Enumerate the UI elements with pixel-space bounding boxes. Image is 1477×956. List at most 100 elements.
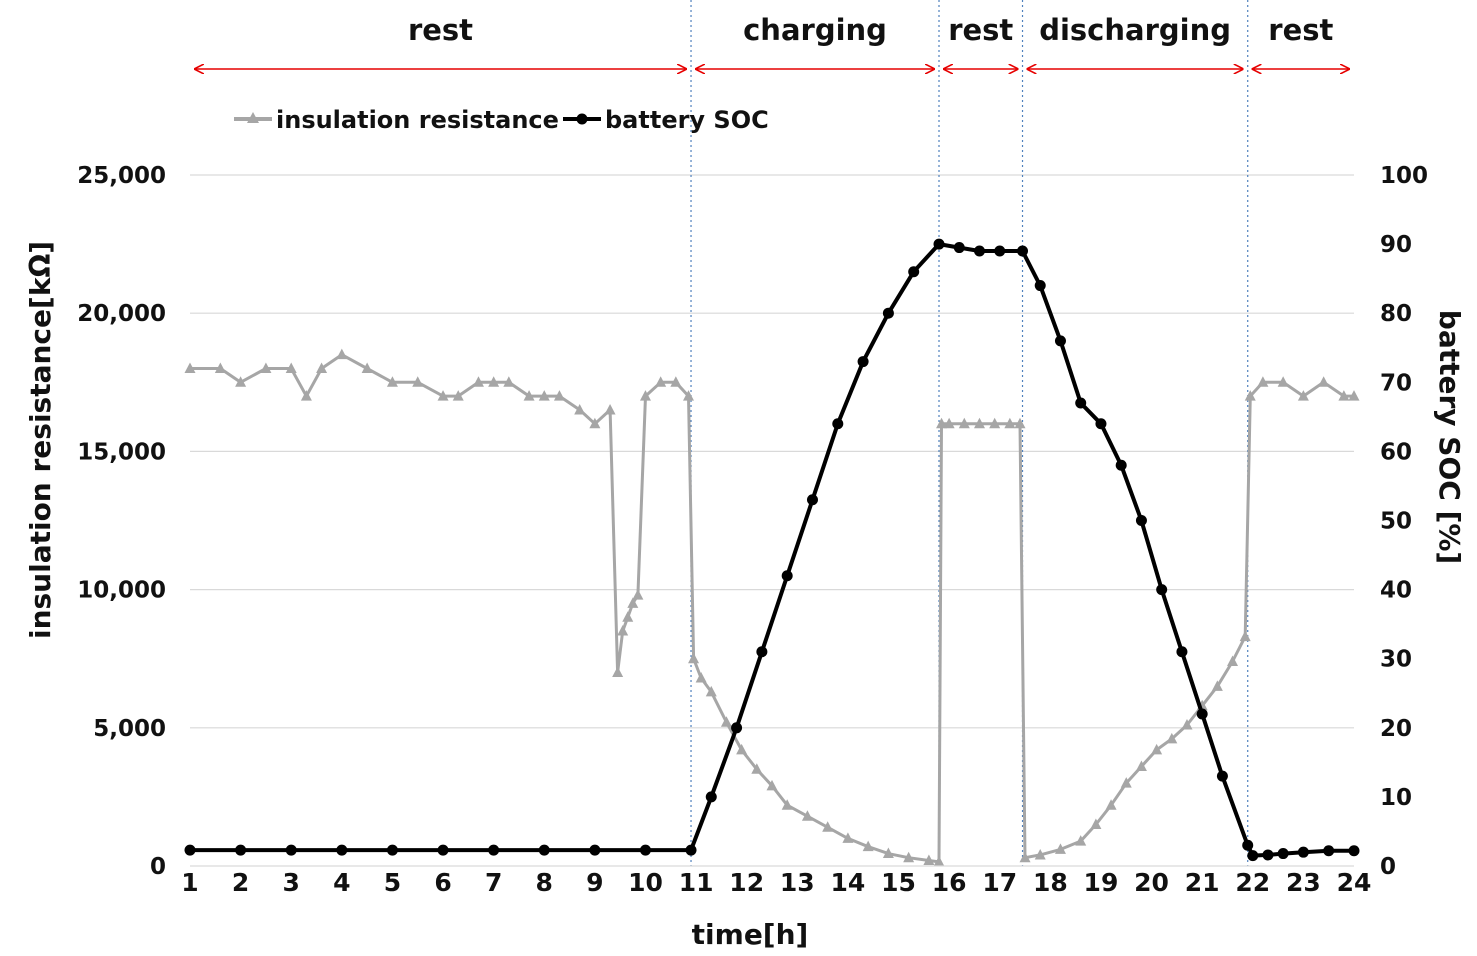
insulation-resistance-point	[1318, 376, 1330, 387]
insulation-resistance-point	[1090, 818, 1102, 830]
battery-soc-point	[1297, 846, 1309, 858]
insulation-resistance-point	[958, 417, 970, 429]
y-tick-label: 15,000	[77, 439, 166, 465]
insulation-resistance-point	[612, 666, 624, 678]
insulation-resistance-point	[316, 362, 328, 373]
insulation-resistance-point	[943, 417, 955, 429]
insulation-resistance-point	[627, 597, 639, 608]
insulation-resistance-point	[973, 417, 985, 429]
y2-tick-label: 0	[1380, 854, 1396, 880]
insulation-resistance-point	[1075, 835, 1087, 846]
insulation-resistance-point	[1151, 743, 1163, 755]
insulation-resistance-point	[452, 390, 464, 401]
insulation-resistance-point	[822, 821, 834, 832]
battery-soc-point	[731, 722, 743, 734]
battery-soc-point	[781, 570, 793, 582]
y2-tick-label: 30	[1380, 647, 1412, 673]
insulation-resistance-point	[882, 847, 894, 859]
insulation-resistance-point	[1348, 390, 1360, 401]
y2-axis-label: battery SOC [%]	[1433, 310, 1466, 564]
battery-soc-point	[1095, 418, 1107, 430]
insulation-resistance-point	[632, 589, 644, 600]
insulation-resistance-point	[655, 376, 667, 387]
insulation-resistance-point	[1034, 848, 1046, 860]
x-tick-label: 11	[679, 868, 714, 897]
battery-soc-point	[1242, 839, 1254, 851]
insulation-resistance-point	[1227, 655, 1239, 666]
y2-tick-label: 90	[1380, 232, 1412, 258]
insulation-resistance-point	[1019, 851, 1031, 863]
x-tick-label: 8	[536, 868, 553, 897]
insulation-resistance-point	[842, 832, 854, 843]
insulation-resistance-point	[214, 362, 226, 373]
y2-tick-label: 80	[1380, 301, 1412, 327]
battery-soc-point	[973, 245, 985, 257]
y-tick-label: 25,000	[77, 163, 166, 189]
battery-soc-point	[1277, 848, 1289, 860]
battery-soc-point	[705, 791, 717, 803]
x-tick-label: 5	[384, 868, 401, 897]
insulation-resistance-point	[1239, 630, 1251, 642]
insulation-resistance-point	[639, 390, 651, 401]
battery-soc-point	[184, 844, 196, 856]
insulation-resistance-point	[682, 390, 694, 401]
battery-soc-point	[285, 844, 297, 856]
x-tick-label: 17	[982, 868, 1017, 897]
battery-soc-line	[190, 242, 1354, 858]
battery-soc-point	[994, 245, 1006, 257]
insulation-resistance-point	[801, 810, 813, 821]
battery-soc-point	[832, 418, 844, 430]
insulation-resistance-point	[933, 855, 945, 867]
phase-boundaries	[690, 0, 1249, 866]
insulation-resistance-point	[622, 611, 634, 622]
battery-soc-point	[1115, 459, 1127, 471]
insulation-resistance-point	[936, 417, 948, 429]
battery-soc-point	[1247, 850, 1259, 862]
battery-soc-point	[953, 242, 965, 254]
y2-tick-label: 100	[1380, 163, 1428, 189]
phase-label: rest	[1268, 13, 1333, 47]
insulation-resistance-point	[766, 779, 778, 791]
battery-soc-point	[882, 307, 894, 319]
insulation-resistance-point	[617, 625, 629, 636]
legend-label-insulation: insulation resistance	[276, 106, 559, 134]
y-tick-label: 0	[150, 854, 166, 880]
insulation-resistance-point	[523, 390, 535, 401]
y2-tick-label: 60	[1380, 439, 1412, 465]
x-tick-label: 13	[780, 868, 815, 897]
x-tick-label: 24	[1337, 868, 1372, 897]
insulation-resistance-point	[300, 390, 312, 401]
battery-soc-point	[933, 238, 945, 250]
x-tick-label: 3	[283, 868, 300, 897]
insulation-resistance-point	[574, 403, 586, 415]
series	[184, 238, 1360, 867]
x-tick-label: 12	[729, 868, 764, 897]
insulation-resistance-point	[488, 376, 500, 387]
y2-tick-label: 70	[1380, 370, 1412, 396]
insulation-resistance-point	[720, 716, 732, 727]
x-tick-label: 6	[434, 868, 451, 897]
battery-soc-point	[1196, 708, 1208, 720]
battery-soc-point	[685, 844, 697, 856]
insulation-resistance-point	[695, 672, 707, 683]
x-tick-label: 22	[1235, 868, 1270, 897]
insulation-resistance-point	[781, 799, 793, 810]
battery-soc-point	[1156, 584, 1168, 596]
insulation-resistance-point	[989, 417, 1001, 429]
legend: insulation resistance battery SOC	[234, 106, 769, 134]
insulation-resistance-point	[1054, 843, 1066, 854]
x-tick-label: 20	[1134, 868, 1169, 897]
battery-soc-point	[908, 266, 920, 278]
axes: 0 5,000 10,000 15,000 20,000 25,000 0 10 20 30 40 5…	[77, 163, 1428, 897]
insulation-resistance-point	[688, 652, 700, 664]
battery-soc-point	[756, 646, 768, 658]
phase-label: rest	[948, 13, 1013, 47]
x-tick-label: 21	[1185, 868, 1220, 897]
insulation-resistance-point	[336, 348, 348, 360]
insulation-resistance-point	[437, 390, 449, 401]
x-tick-label: 7	[485, 868, 502, 897]
x-tick-label: 10	[628, 868, 663, 897]
phase-label: charging	[743, 13, 887, 47]
battery-soc-point	[639, 844, 651, 856]
